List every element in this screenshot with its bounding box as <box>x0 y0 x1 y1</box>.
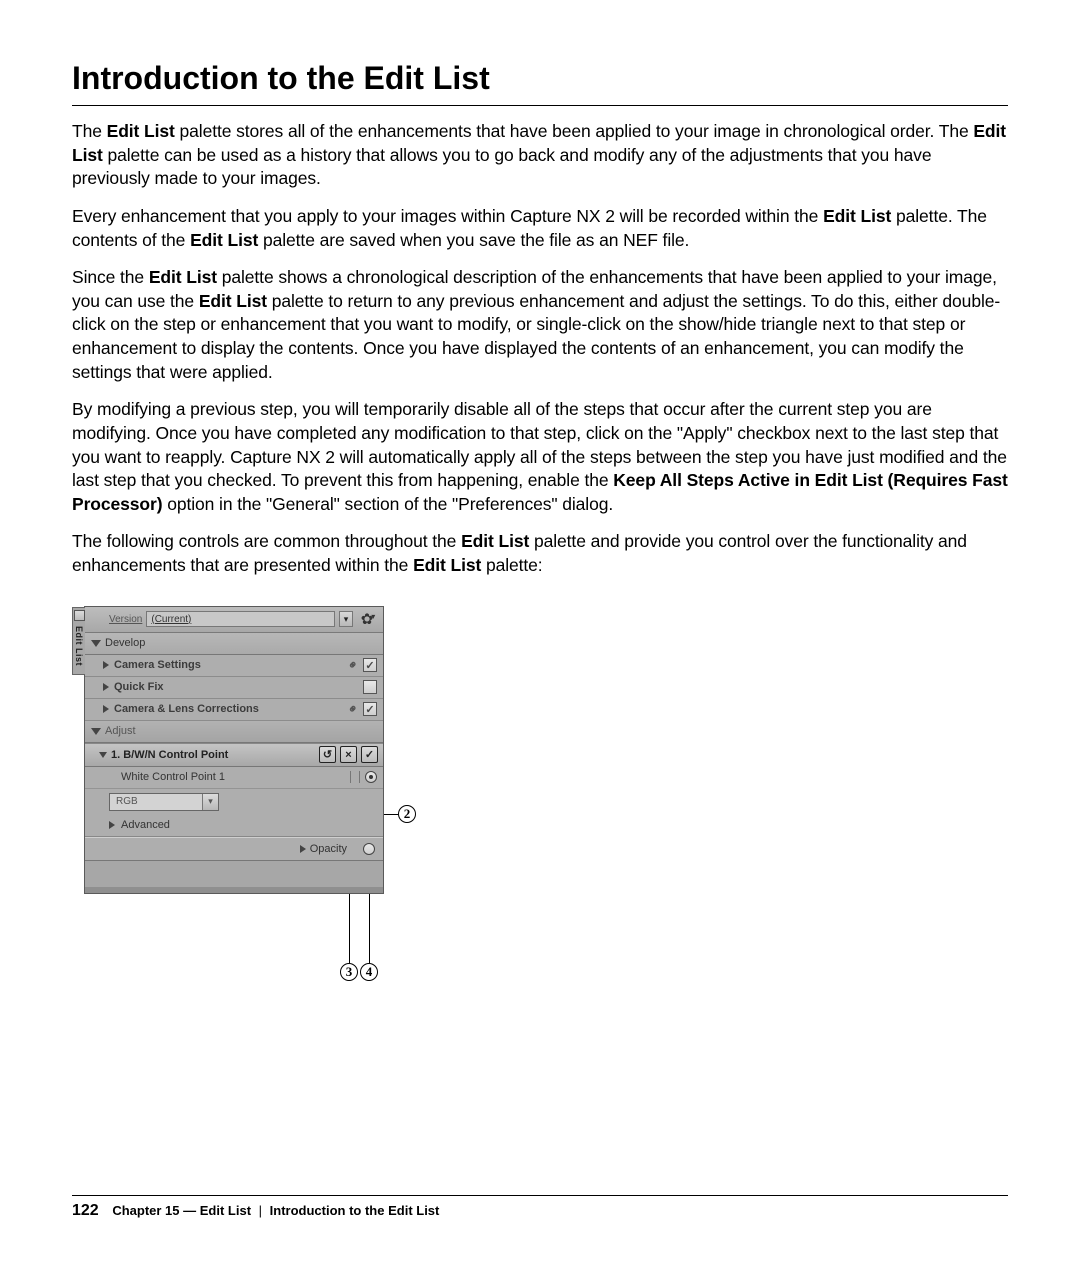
triangle-right-icon <box>109 821 115 829</box>
version-select[interactable]: (Current) <box>146 611 335 627</box>
opacity-label: Opacity <box>310 843 347 855</box>
callout-4: 4 <box>360 963 378 981</box>
paragraph-3: Since the Edit List palette shows a chro… <box>72 266 1008 384</box>
page-title: Introduction to the Edit List <box>72 60 1008 97</box>
quick-fix-checkbox[interactable] <box>363 680 377 694</box>
color-model-row: RGB ▾ <box>85 789 383 815</box>
advanced-row[interactable]: Advanced <box>85 815 383 837</box>
triangle-down-icon <box>99 752 107 758</box>
adjust-header[interactable]: Adjust <box>85 721 383 743</box>
footer-rule <box>72 1195 1008 1196</box>
blank-area <box>85 861 383 887</box>
paragraph-1: The Edit List palette stores all of the … <box>72 120 1008 191</box>
slider-icon <box>350 771 360 783</box>
camera-settings-label: Camera Settings <box>114 659 343 671</box>
triangle-right-icon <box>103 661 109 669</box>
version-dropdown-arrow[interactable]: ▾ <box>339 611 353 627</box>
paragraph-2: Every enhancement that you apply to your… <box>72 205 1008 252</box>
apply-checkbox[interactable]: ✓ <box>361 746 378 763</box>
triangle-down-icon <box>91 640 101 647</box>
page-number: 122 <box>72 1202 99 1219</box>
develop-label: Develop <box>105 637 145 649</box>
opacity-radio[interactable] <box>363 843 375 855</box>
opacity-row[interactable]: Opacity <box>85 837 383 861</box>
camera-settings-row[interactable]: Camera Settings ⚭ ✓ <box>85 655 383 677</box>
version-row: Version (Current) ▾ ✿▾ <box>85 607 383 633</box>
bw-control-label: 1. B/W/N Control Point <box>111 749 315 761</box>
palette-resize-grip[interactable] <box>85 887 383 893</box>
adjust-label: Adjust <box>105 725 136 737</box>
chapter-label: Chapter 15 — Edit List <box>112 1203 251 1218</box>
callout-3: 3 <box>340 963 358 981</box>
paragraph-5: The following controls are common throug… <box>72 530 1008 577</box>
triangle-right-icon <box>103 705 109 713</box>
paragraph-4: By modifying a previous step, you will t… <box>72 398 1008 516</box>
white-control-point-label: White Control Point 1 <box>121 771 345 783</box>
white-control-point-row[interactable]: White Control Point 1 <box>85 767 383 789</box>
lens-corrections-checkbox[interactable]: ✓ <box>363 702 377 716</box>
title-rule <box>72 105 1008 106</box>
palette-tab-label: Edit List <box>74 626 84 666</box>
chevron-down-icon: ▾ <box>202 794 218 810</box>
link-icon: ⚭ <box>344 701 361 718</box>
quick-fix-row[interactable]: Quick Fix <box>85 677 383 699</box>
quick-fix-label: Quick Fix <box>114 681 358 693</box>
triangle-right-icon <box>300 845 306 853</box>
version-label: Version <box>109 614 142 625</box>
advanced-label: Advanced <box>121 819 170 831</box>
edit-list-figure: 1 2 3 4 Edit List Version (Current) ▾ ✿▾… <box>74 606 454 894</box>
color-model-select[interactable]: RGB ▾ <box>109 793 219 811</box>
palette-tab[interactable]: Edit List <box>72 607 85 675</box>
reset-icon[interactable]: ↺ <box>319 746 336 763</box>
camera-settings-checkbox[interactable]: ✓ <box>363 658 377 672</box>
link-icon: ⚭ <box>344 657 361 674</box>
page-footer: 122 Chapter 15 — Edit List | Introductio… <box>72 1195 1008 1220</box>
section-label: Introduction to the Edit List <box>270 1203 440 1218</box>
triangle-right-icon <box>103 683 109 691</box>
delete-icon[interactable]: × <box>340 746 357 763</box>
lens-corrections-label: Camera & Lens Corrections <box>114 703 343 715</box>
bw-control-header[interactable]: 1. B/W/N Control Point ↺ × ✓ <box>85 743 383 767</box>
edit-list-palette: Edit List Version (Current) ▾ ✿▾ Develop… <box>84 606 384 894</box>
develop-header[interactable]: Develop <box>85 633 383 655</box>
triangle-down-icon <box>91 728 101 735</box>
gear-icon[interactable]: ✿▾ <box>359 610 377 628</box>
callout-2: 2 <box>398 805 416 823</box>
white-control-point-radio[interactable] <box>365 771 377 783</box>
lens-corrections-row[interactable]: Camera & Lens Corrections ⚭ ✓ <box>85 699 383 721</box>
